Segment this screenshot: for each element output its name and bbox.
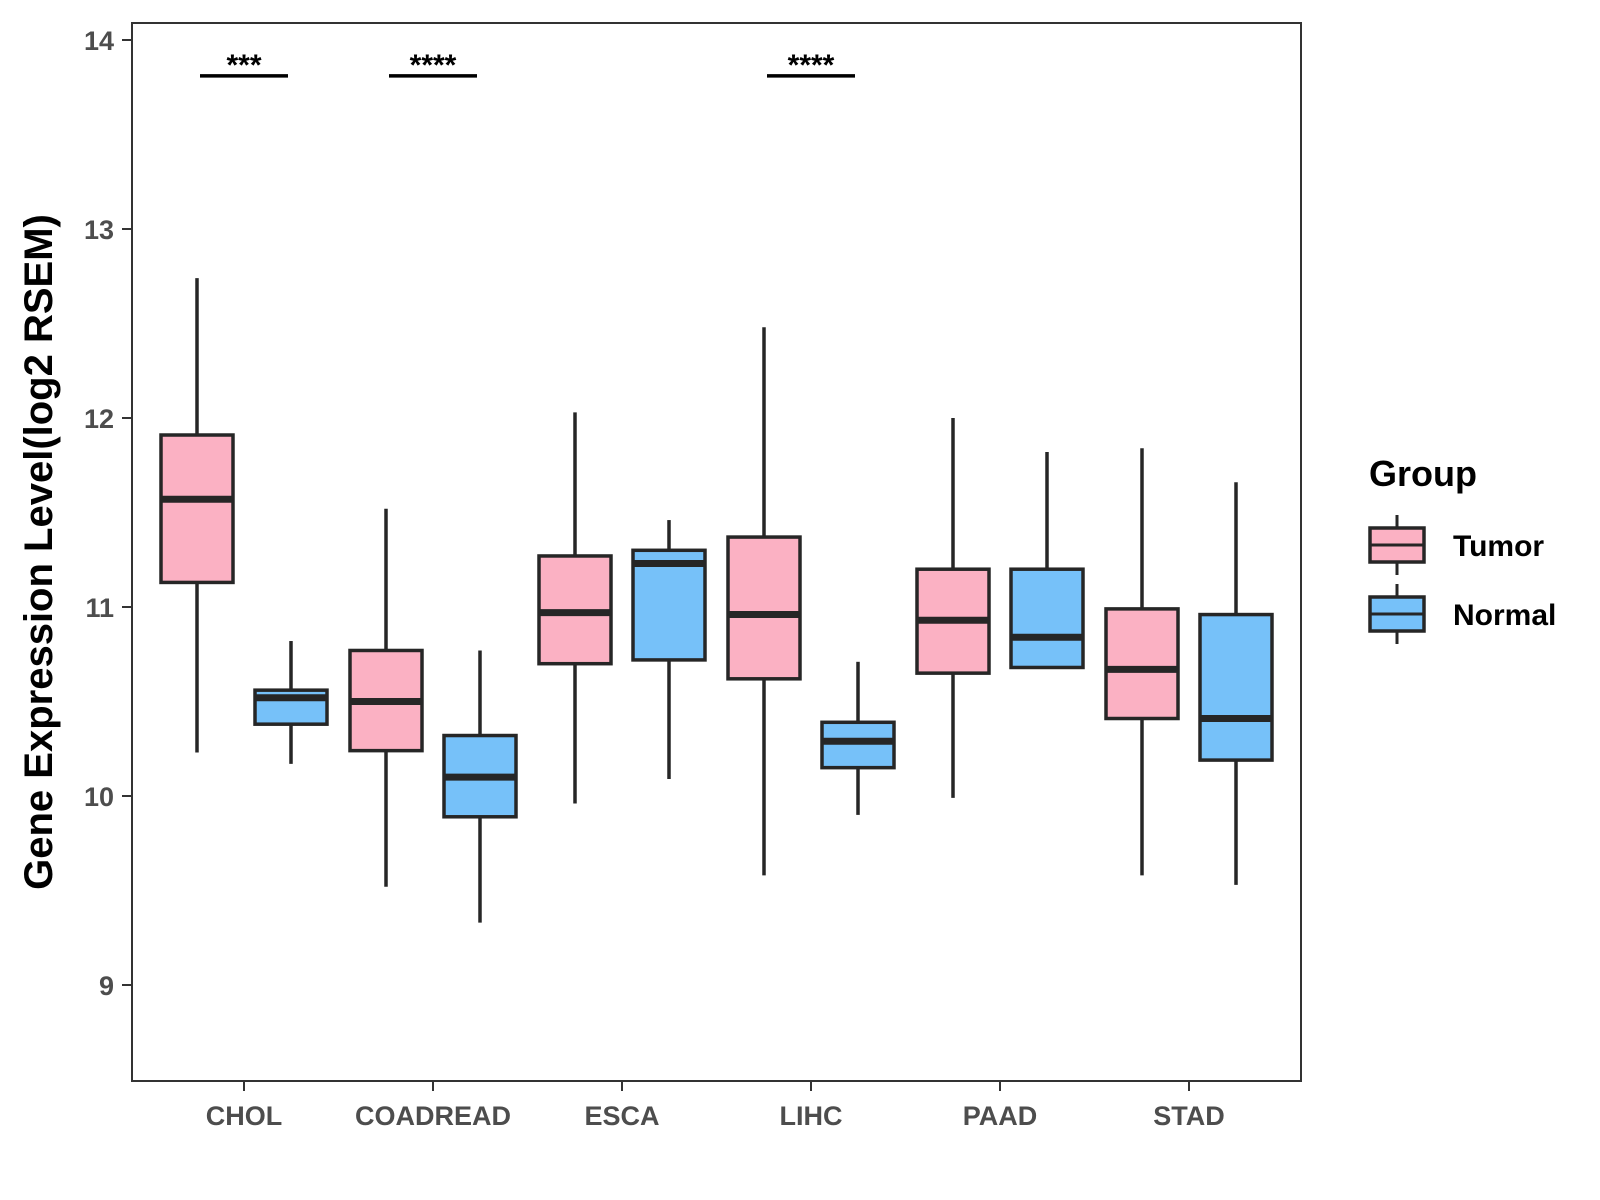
y-axis-title: Gene Expression Level(log2 RSEM) <box>17 214 61 890</box>
significance-label: *** <box>226 49 261 82</box>
y-tick-label: 10 <box>84 782 114 812</box>
box-body <box>820 720 896 770</box>
box-tumor-esca <box>537 412 613 804</box>
legend-label: Tumor <box>1453 530 1544 563</box>
significance-layer: *** **** **** <box>200 49 855 82</box>
significance-coadread: **** <box>389 49 477 82</box>
box-body <box>1198 612 1274 762</box>
box-body <box>726 535 802 681</box>
box-body <box>631 548 707 662</box>
box-normal-esca <box>631 520 707 779</box>
box-normal-coadread <box>442 650 518 923</box>
legend-label: Normal <box>1453 599 1556 632</box>
x-tick-label-lihc: LIHC <box>780 1101 843 1131</box>
x-tick-label-esca: ESCA <box>584 1101 659 1131</box>
legend: Group Tumor Normal <box>1368 453 1556 644</box>
legend-entry-normal: Normal <box>1368 584 1556 644</box>
box-tumor-paad <box>915 418 991 798</box>
box-body <box>1104 607 1180 721</box>
y-tick-label: 14 <box>84 26 114 56</box>
significance-chol: *** <box>200 49 288 82</box>
significance-label: **** <box>410 49 457 82</box>
y-tick-label: 13 <box>84 215 114 245</box>
box-body <box>1009 567 1085 670</box>
plot-panel <box>131 22 1302 1082</box>
y-tick-label: 12 <box>84 404 114 434</box>
significance-lihc: **** <box>767 49 855 82</box>
legend-title: Group <box>1369 453 1477 494</box>
box-normal-stad <box>1198 482 1274 885</box>
box-normal-paad <box>1009 452 1085 670</box>
x-tick-label-paad: PAAD <box>963 1101 1038 1131</box>
y-tick-label: 11 <box>85 593 114 623</box>
y-axis: 9 10 11 12 13 14 <box>84 26 132 1001</box>
box-normal-lihc <box>820 661 896 815</box>
x-axis: CHOL COADREAD ESCA LIHC PAAD STAD <box>206 1081 1225 1131</box>
legend-entry-tumor: Tumor <box>1368 515 1544 575</box>
significance-label: **** <box>788 49 835 82</box>
box-tumor-chol <box>159 278 235 753</box>
box-tumor-coadread <box>348 508 424 887</box>
box-tumor-lihc <box>726 327 802 876</box>
x-tick-label-coadread: COADREAD <box>355 1101 511 1131</box>
box-normal-chol <box>253 641 329 764</box>
x-tick-label-stad: STAD <box>1153 1101 1225 1131</box>
box-body <box>159 433 235 585</box>
boxes-layer <box>159 278 1274 923</box>
x-tick-label-chol: CHOL <box>206 1101 283 1131</box>
y-tick-label: 9 <box>99 971 114 1001</box>
box-tumor-stad <box>1104 448 1180 876</box>
